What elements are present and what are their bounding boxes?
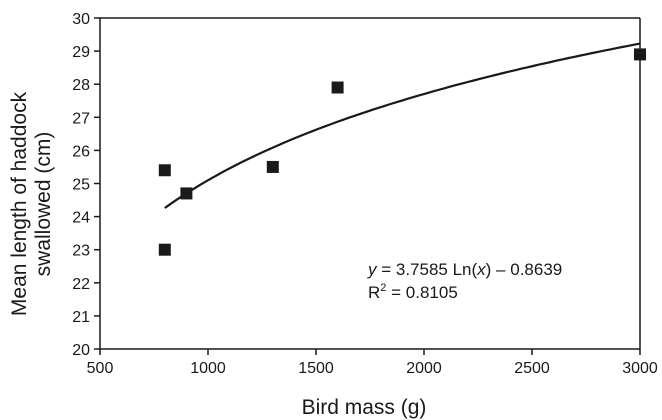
y-tick-label: 29 [72, 44, 90, 61]
y-tick-label: 28 [72, 77, 90, 94]
data-points [158, 48, 646, 256]
data-point [180, 187, 193, 200]
r-squared-label: R2 = 0.8105 [368, 282, 458, 302]
equation-x-variable: x [476, 260, 486, 279]
y-tick-label: 24 [72, 210, 90, 227]
y-tick-label: 22 [72, 276, 90, 293]
data-point [158, 164, 171, 177]
x-axis-title: Bird mass (g) [302, 396, 427, 419]
y-tick-label: 23 [72, 243, 90, 260]
r-squared-letter: R [368, 283, 380, 302]
y-tick-label: 20 [72, 342, 90, 359]
y-axis-title-line-1: Mean length of haddock [8, 91, 31, 316]
x-tick-label: 1500 [298, 360, 334, 377]
y-tick-label: 26 [72, 143, 90, 160]
equation-y-variable: y [367, 260, 378, 279]
y-tick-label: 27 [72, 110, 90, 127]
y-tick-label: 30 [72, 11, 90, 28]
trendline [164, 42, 641, 209]
x-tick-label: 2000 [406, 360, 442, 377]
r-squared-value: = 0.8105 [386, 283, 457, 302]
x-ticks: 500 1000 1500 2000 2500 3000 [87, 349, 658, 377]
data-point [331, 81, 344, 94]
y-tick-label: 25 [72, 177, 90, 194]
data-point [634, 48, 646, 61]
y-axis-title-line-2: swallowed (cm) [32, 132, 55, 277]
y-axis-title: Mean length of haddock swallowed (cm) [8, 91, 55, 316]
x-tick-label: 500 [87, 360, 114, 377]
r-squared-superscript: 2 [380, 282, 386, 294]
data-point [266, 160, 279, 173]
x-tick-label: 3000 [622, 360, 658, 377]
data-point [158, 243, 171, 256]
trendline-annotation: y = 3.7585 Ln(x) – 0.8639 R2 = 0.8105 [367, 260, 562, 302]
trendline-equation: y = 3.7585 Ln(x) – 0.8639 [367, 260, 562, 279]
y-ticks: 20 21 22 23 24 25 26 27 28 29 30 [72, 11, 100, 359]
x-tick-label: 2500 [514, 360, 550, 377]
y-tick-label: 21 [72, 309, 90, 326]
equation-end: ) – 0.8639 [486, 260, 563, 279]
x-tick-label: 1000 [190, 360, 226, 377]
equation-middle: = 3.7585 Ln( [377, 260, 478, 279]
